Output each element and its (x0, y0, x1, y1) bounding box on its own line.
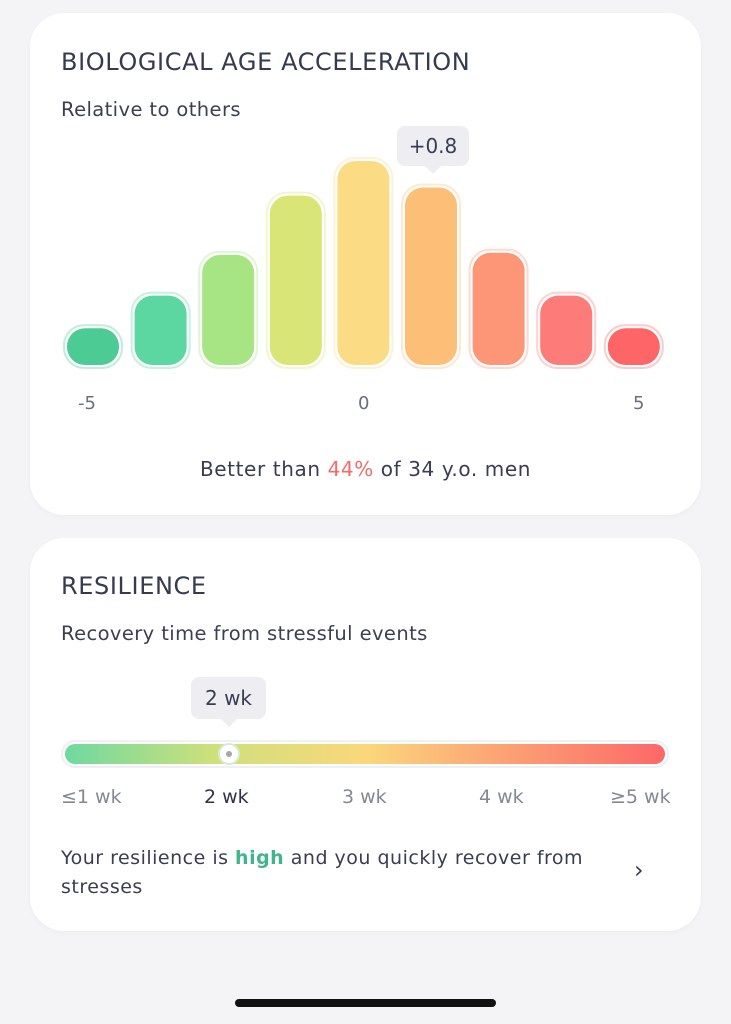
scale-label-3wk: 3 wk (342, 786, 387, 808)
resilience-title: RESILIENCE (61, 572, 207, 600)
bio-age-tooltip: +0.8 (397, 126, 469, 174)
resilience-scale-gradient (65, 744, 665, 764)
desc-highlight: high (235, 847, 285, 869)
biological-age-card: BIOLOGICAL AGE ACCELERATION Relative to … (30, 13, 701, 515)
axis-label-min: -5 (78, 393, 96, 414)
summary-suffix: of 34 y.o. men (373, 457, 532, 481)
chevron-right-icon[interactable]: › (634, 856, 644, 884)
scale-label-5wk: ≥5 wk (610, 786, 671, 808)
resilience-scale-bar (61, 740, 669, 768)
bar (67, 328, 119, 365)
summary-percent: 44% (327, 457, 374, 481)
bar (337, 161, 390, 365)
resilience-marker (217, 743, 240, 765)
scale-label-1wk: ≤1 wk (61, 786, 122, 808)
resilience-description: Your resilience is high and you quickly … (61, 844, 591, 902)
bar (202, 254, 255, 365)
resilience-tooltip: 2 wk (191, 677, 266, 727)
bar (134, 295, 187, 365)
bio-age-title: BIOLOGICAL AGE ACCELERATION (61, 48, 471, 76)
summary-prefix: Better than (199, 457, 328, 481)
bar (472, 252, 525, 365)
scale-label-2wk: 2 wk (204, 786, 249, 808)
bar-highlighted (405, 187, 457, 365)
bar (540, 295, 593, 365)
axis-label-center: 0 (358, 393, 370, 414)
bio-age-summary: Better than 44% of 34 y.o. men (30, 457, 701, 481)
desc-suffix: and you quickly recover from stresses (61, 847, 584, 898)
scale-label-4wk: 4 wk (479, 786, 524, 808)
desc-prefix: Your resilience is (61, 847, 236, 869)
bio-age-subtitle: Relative to others (61, 98, 241, 121)
resilience-subtitle: Recovery time from stressful events (61, 622, 428, 645)
age-distribution-chart (63, 157, 664, 370)
home-indicator (235, 999, 496, 1007)
resilience-card[interactable]: RESILIENCE Recovery time from stressful … (30, 538, 701, 931)
bar (269, 195, 322, 365)
axis-label-max: 5 (633, 393, 645, 414)
bar (607, 328, 660, 365)
